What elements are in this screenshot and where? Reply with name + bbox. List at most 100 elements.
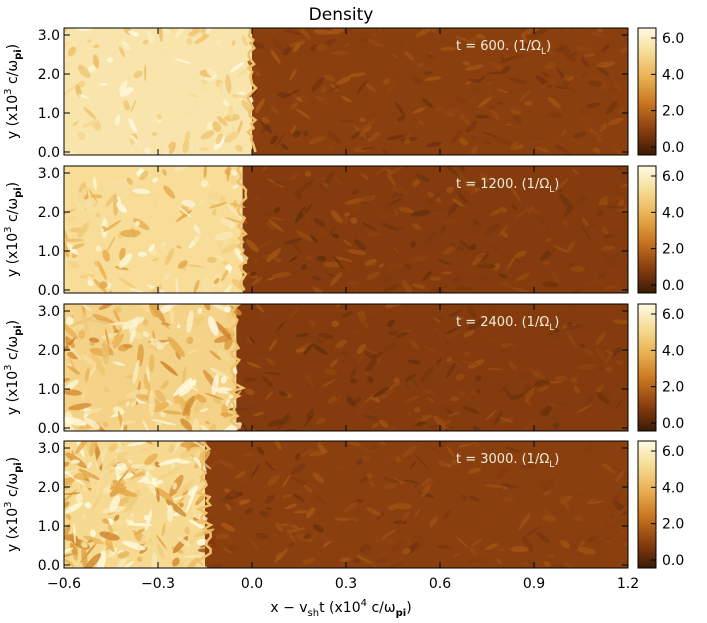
upstream-filament [341,259,354,275]
upstream-filament [249,538,260,552]
upstream-filament [444,330,462,340]
upstream-filament [385,455,398,462]
upstream-filament [395,102,405,117]
colorbar-tick-label: 0.0 [662,416,684,432]
downstream-filament [219,195,227,203]
downstream-filament [173,166,188,172]
downstream-filament [126,177,133,185]
downstream-filament [130,99,137,112]
downstream-filament [73,523,76,544]
upstream-filament [514,144,525,150]
downstream-filament [148,244,156,253]
upstream-filament [326,130,342,144]
upstream-filament [521,535,534,552]
downstream-filament [174,479,195,499]
upstream-filament [316,417,326,425]
upstream-filament [540,179,547,187]
upstream-filament [209,460,219,470]
upstream-filament [479,329,488,335]
upstream-filament [313,29,332,35]
downstream-filament [199,408,209,413]
upstream-filament [525,525,542,537]
upstream-filament [378,419,389,428]
downstream-filament [129,329,136,344]
upstream-filament [619,500,628,508]
upstream-filament [330,51,350,55]
x-tick-label: 0.6 [429,576,451,592]
downstream-filament [101,225,108,231]
upstream-filament [404,137,411,145]
downstream-filament [148,389,155,417]
downstream-filament [222,99,229,107]
downstream-filament [84,553,102,568]
upstream-filament [282,46,291,56]
downstream-filament [142,39,149,45]
upstream-filament [318,441,327,446]
upstream-filament [354,396,362,404]
downstream-filament [213,277,220,285]
upstream-filament [531,370,547,382]
downstream-filament [191,418,200,431]
downstream-filament [83,535,104,545]
upstream-filament [300,288,312,293]
upstream-filament [412,76,422,84]
upstream-filament [283,238,303,245]
upstream-filament [583,349,595,357]
downstream-filament [146,366,150,383]
upstream-filament [557,402,573,407]
upstream-filament [511,394,524,400]
upstream-filament [424,76,442,81]
upstream-filament [418,120,425,126]
downstream-filament [229,175,237,184]
upstream-filament [505,539,521,552]
upstream-filament [261,212,273,216]
downstream-filament [180,418,193,431]
downstream-filament [116,202,128,214]
upstream-filament [549,403,559,408]
downstream-filament [117,410,126,431]
upstream-filament [491,63,512,67]
upstream-filament [518,463,536,470]
y-tick-label: 3.0 [38,166,60,182]
upstream-region [252,28,628,155]
upstream-filament [249,350,269,355]
downstream-filament [78,94,90,99]
upstream-filament [265,391,274,400]
upstream-filament [450,129,463,144]
downstream-filament [106,57,114,63]
upstream-filament [404,51,415,61]
downstream-filament [105,451,129,470]
upstream-filament [405,411,412,416]
downstream-filament [92,176,97,190]
upstream-filament [322,99,337,106]
upstream-filament [426,141,442,148]
upstream-filament [544,246,556,263]
shock-front [195,441,214,567]
upstream-filament [386,80,397,95]
upstream-filament [387,319,395,328]
upstream-filament [454,96,468,104]
upstream-filament [275,132,286,148]
upstream-filament [311,343,328,356]
upstream-filament [350,378,357,384]
upstream-filament [242,476,253,488]
upstream-filament [265,125,271,132]
downstream-filament [108,443,118,452]
downstream-filament [224,167,233,175]
upstream-filament [313,524,324,533]
upstream-filament [237,552,250,557]
upstream-filament [443,509,452,520]
upstream-filament [249,403,256,410]
downstream-filament [64,86,74,98]
downstream-filament [112,333,124,349]
upstream-filament [292,242,302,254]
downstream-filament [160,75,169,85]
upstream-filament [395,456,402,463]
downstream-filament [237,68,249,77]
upstream-filament [476,33,486,40]
downstream-filament [107,522,114,535]
upstream-filament [383,543,402,548]
downstream-filament [75,441,89,455]
downstream-filament [206,256,217,263]
downstream-filament [101,332,118,340]
